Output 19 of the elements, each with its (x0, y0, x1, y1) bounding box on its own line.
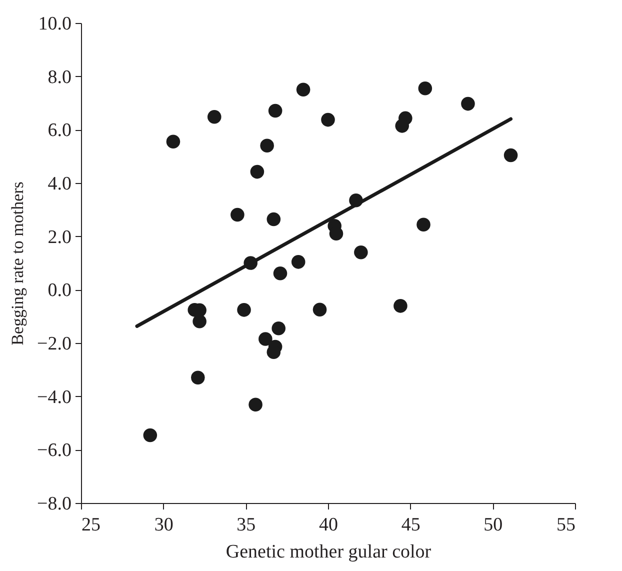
y-tick-label: −4.0 (37, 386, 72, 408)
x-tick-label: 30 (154, 514, 174, 536)
y-tick-label: 10.0 (38, 14, 72, 34)
y-tick-label: 2.0 (48, 226, 72, 248)
y-axis-title: Begging rate to mothers (8, 182, 28, 346)
x-tick-label: 50 (484, 514, 503, 536)
y-tick-label: 8.0 (48, 66, 72, 88)
y-tick-label: 0.0 (48, 280, 72, 302)
x-tick-label: 35 (236, 514, 256, 536)
x-axis-title: Genetic mother gular color (226, 542, 432, 562)
x-tick-label: 40 (319, 514, 338, 536)
y-tick-label: 4.0 (48, 174, 72, 194)
x-tick-label: 25 (82, 514, 100, 536)
x-tick-label: 45 (401, 514, 420, 536)
y-tick-label: −2.0 (37, 334, 72, 354)
y-tick-label: −6.0 (37, 440, 72, 462)
y-tick-label: 6.0 (48, 120, 72, 142)
y-tick-label: −8.0 (37, 494, 72, 514)
x-tick-label: 55 (556, 514, 576, 536)
